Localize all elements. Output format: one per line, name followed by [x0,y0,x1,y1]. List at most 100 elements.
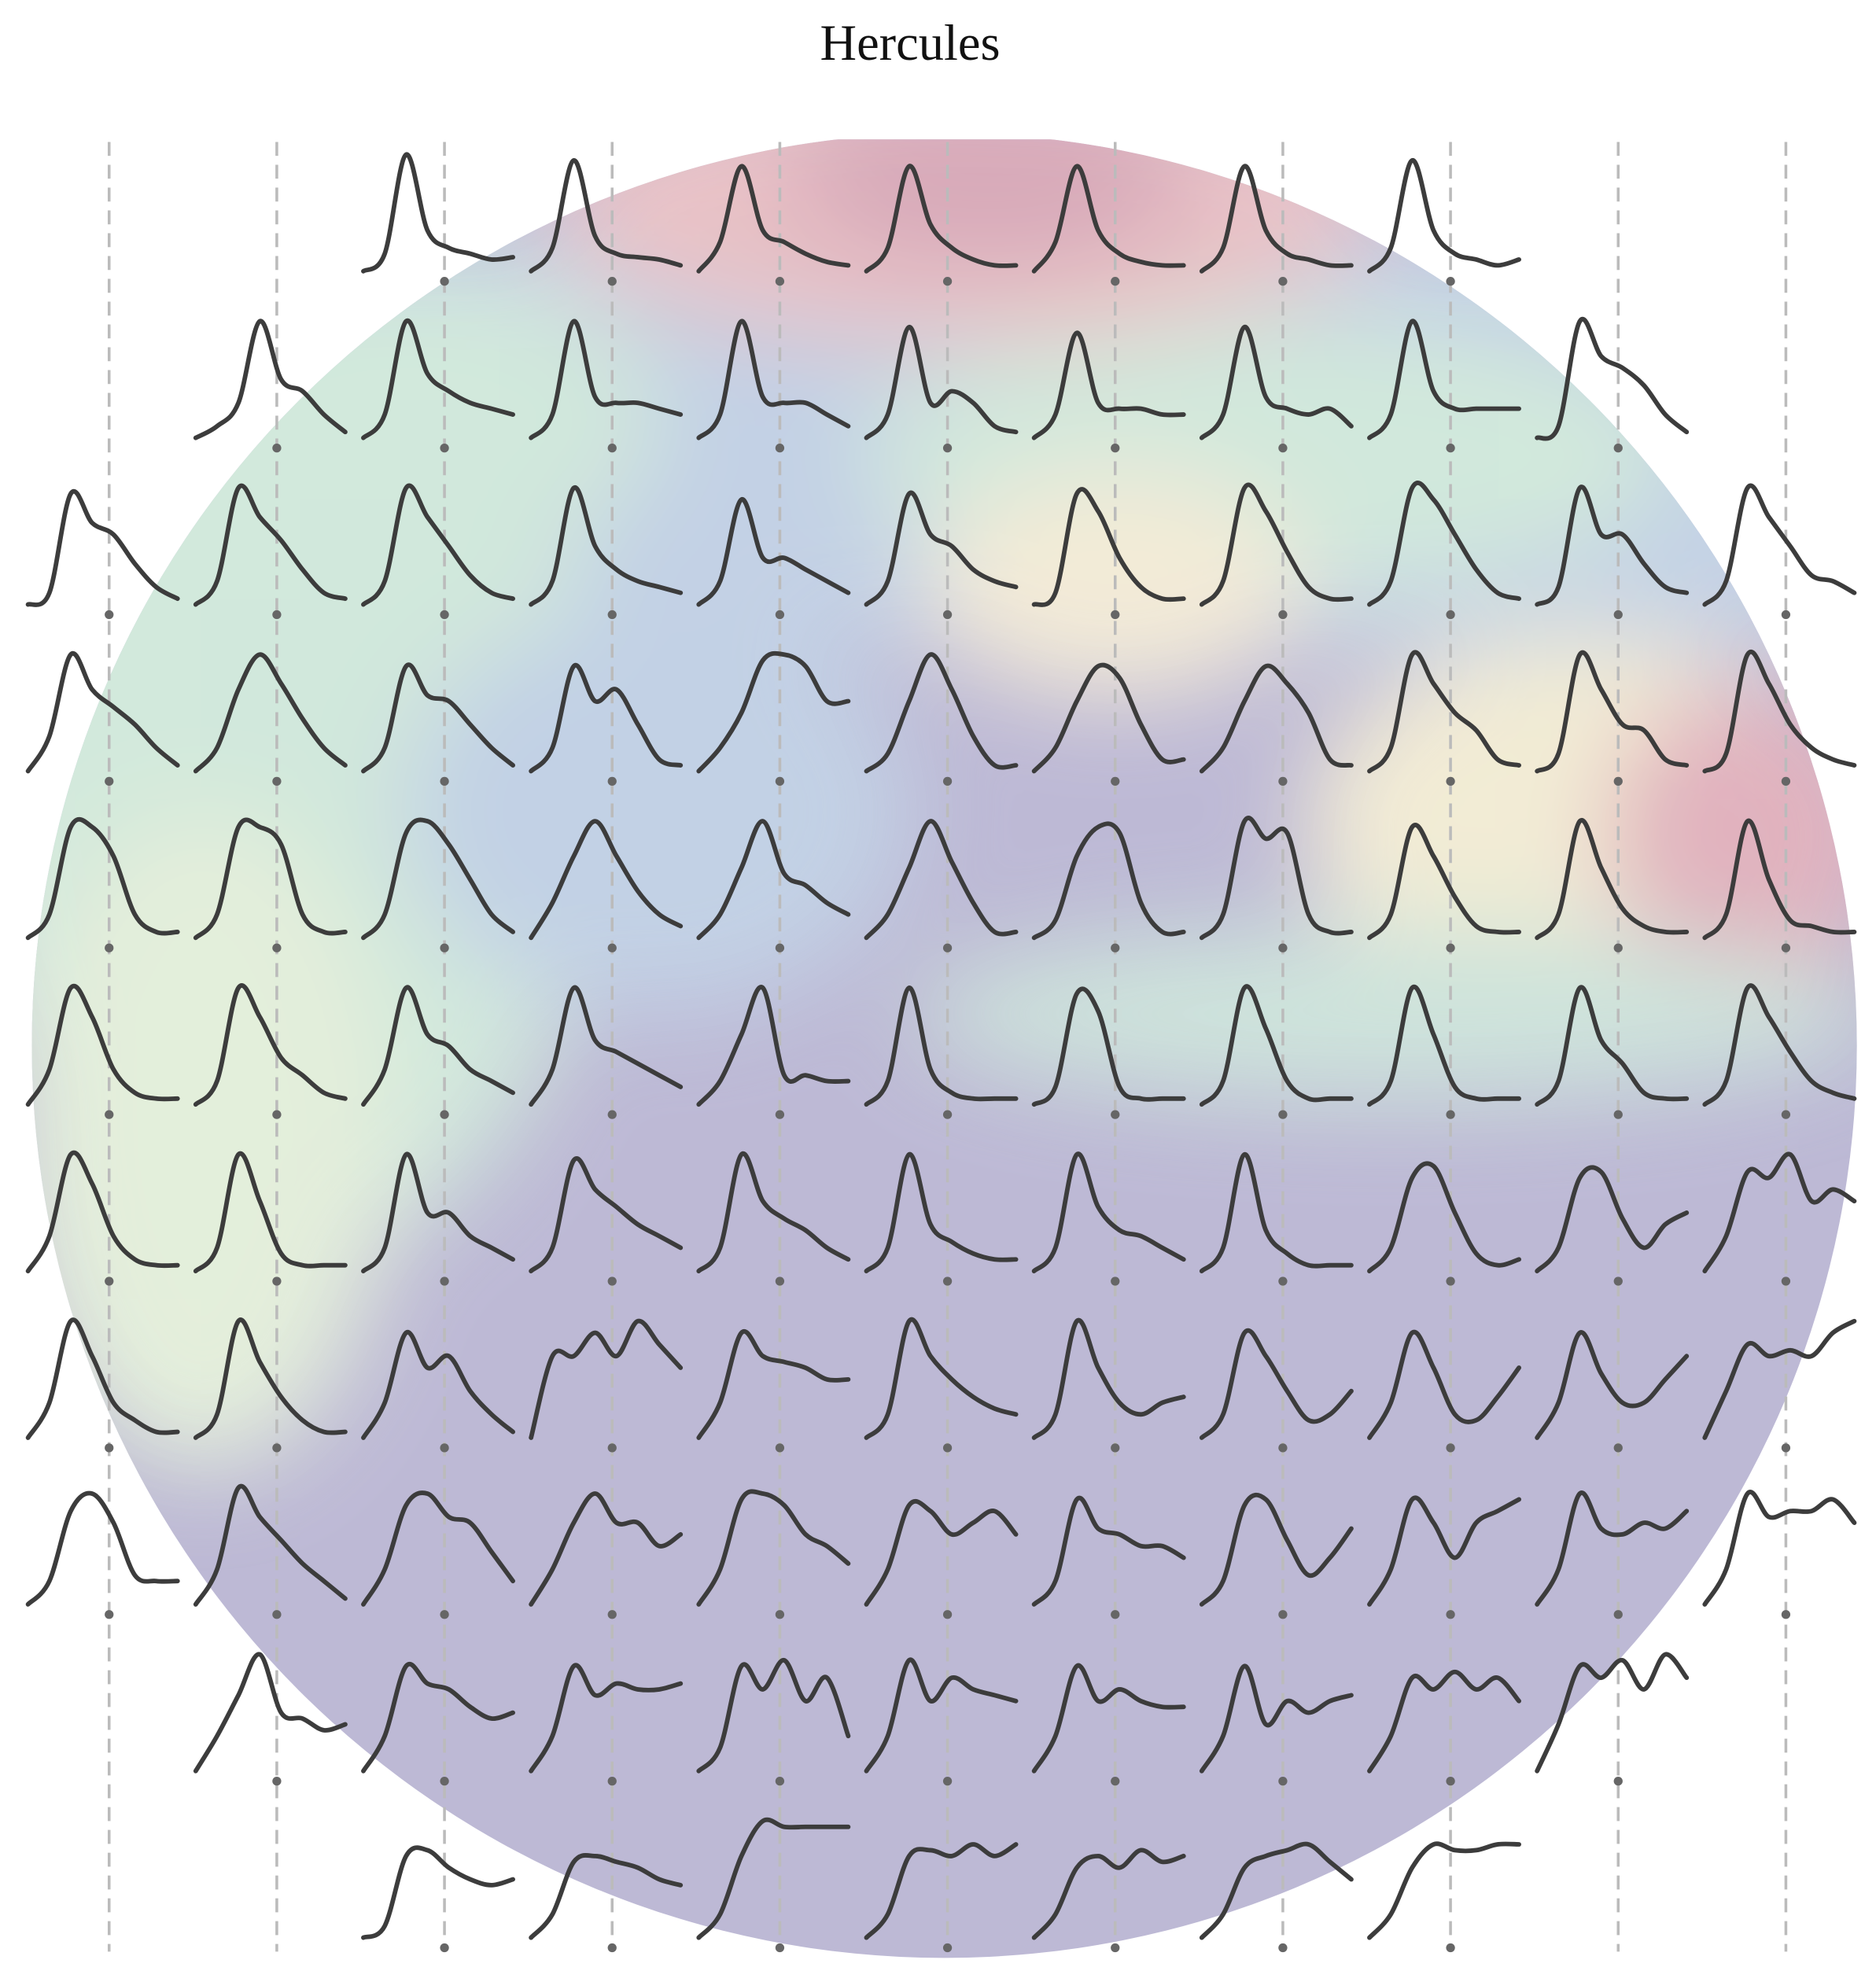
profile-anchor [105,1110,114,1119]
profile-line [1702,1490,1857,1607]
profile-line [193,319,348,440]
profile-anchor [1613,1277,1623,1286]
profile-anchor [775,443,785,453]
profile-anchor [1446,1610,1455,1619]
profile-anchor [607,1610,617,1619]
profile-anchor [942,1110,953,1119]
profile-line [696,985,851,1107]
profile-line [864,985,1019,1107]
profile-line [864,1842,1019,1940]
profile-anchor [272,443,282,453]
profile-line [25,1317,180,1440]
profile-line [1535,1490,1690,1607]
profile-anchor [775,1277,785,1286]
profile-anchor [1446,1443,1455,1453]
profile-anchor [1111,1110,1120,1119]
profile-line [361,817,515,941]
profile-anchor [1446,277,1455,286]
profile-line [1199,324,1354,440]
profile-anchor [942,1610,953,1619]
profile-anchor [1278,943,1288,952]
profile-anchor [1613,610,1623,620]
profile-anchor [1278,1776,1288,1786]
profile-line [529,158,684,274]
profile-anchor [1613,1610,1623,1619]
profile-line [1367,650,1521,774]
profile-anchor [1111,610,1120,620]
profile-line [529,819,684,941]
profile-anchor [775,1110,785,1119]
profile-line [529,1663,684,1774]
profile-anchor [1446,1110,1455,1119]
profile-line [864,1657,1019,1774]
profile-line [864,490,1019,607]
profile-anchor [1781,610,1791,620]
profile-line [1702,1318,1857,1440]
profile-anchor [105,776,114,786]
profile-line [864,819,1019,941]
profile-anchor [440,1277,449,1286]
profile-anchor [1446,943,1455,952]
profile-line [1367,1161,1521,1273]
profile-line [361,318,515,440]
profile-line [696,319,851,440]
profile-line [1702,818,1857,941]
profile-line [1535,817,1690,941]
profile-line [1031,487,1186,607]
profile-line [529,1491,684,1607]
profile-anchor [1278,1277,1288,1286]
profile-line [864,1317,1019,1440]
profile-line [193,1151,348,1273]
profile-anchor [1781,1443,1791,1453]
profile-anchor [942,776,953,786]
profile-line [1535,1652,1690,1774]
profile-line [193,1483,348,1607]
profile-anchor [1781,776,1791,786]
profile-line [361,662,515,774]
profile-anchor [1781,943,1791,952]
profile-line [361,1661,515,1774]
profile-line [696,1328,851,1440]
profile-line [1199,1841,1354,1940]
profile-line [1367,1669,1521,1774]
profile-line [1031,164,1186,274]
profile-anchor [1446,1943,1455,1953]
profile-line [696,650,851,774]
profile-anchor [1111,776,1120,786]
profile-anchor [942,610,953,620]
profile-anchor [272,943,282,952]
profile-line [1535,985,1690,1107]
profile-line [696,1151,851,1273]
profile-anchor [607,610,617,620]
profile-anchor [775,1443,785,1453]
profile-anchor [440,943,449,952]
profile-line [361,1151,515,1273]
profile-anchor [1111,443,1120,453]
profile-anchor [1613,1443,1623,1453]
profile-line [1367,158,1521,274]
profile-line [696,1658,851,1774]
profile-line [696,1817,851,1940]
profile-line [1367,481,1521,607]
profile-line [25,1150,180,1273]
profile-line [1535,650,1690,774]
profile-anchor [1111,1776,1120,1786]
profile-line [193,483,348,607]
profile-anchor [607,1443,617,1453]
profile-line [193,652,348,774]
profile-anchor [775,1610,785,1619]
profile-anchor [942,443,953,453]
profile-line [1199,984,1354,1107]
profile-anchor [440,610,449,620]
profile-anchor [942,277,953,286]
profile-anchor [1278,610,1288,620]
profile-anchor [1613,1776,1623,1786]
profile-line [1535,484,1690,607]
profile-anchor [775,776,785,786]
profile-anchor [440,277,449,286]
profile-line [864,1151,1019,1273]
profile-anchor [440,1443,449,1453]
profile-anchor [942,1443,953,1453]
profile-line [529,1853,684,1940]
